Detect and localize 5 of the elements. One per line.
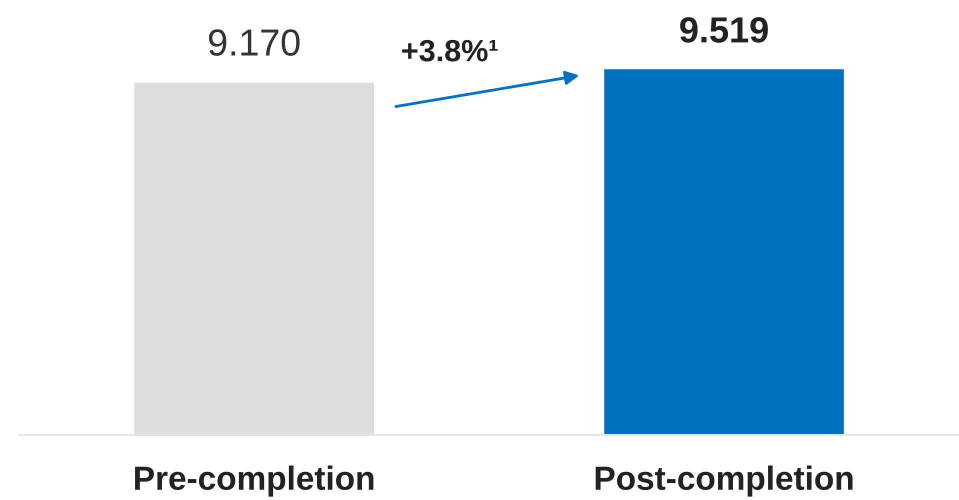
x-tick-label: Pre-completion [135, 466, 374, 497]
data-label: 9.519 [680, 17, 768, 43]
x-tick-label: Post-completion [596, 466, 853, 497]
text: +3.8%¹ [402, 40, 498, 62]
data-label: 9.170 [208, 29, 300, 56]
